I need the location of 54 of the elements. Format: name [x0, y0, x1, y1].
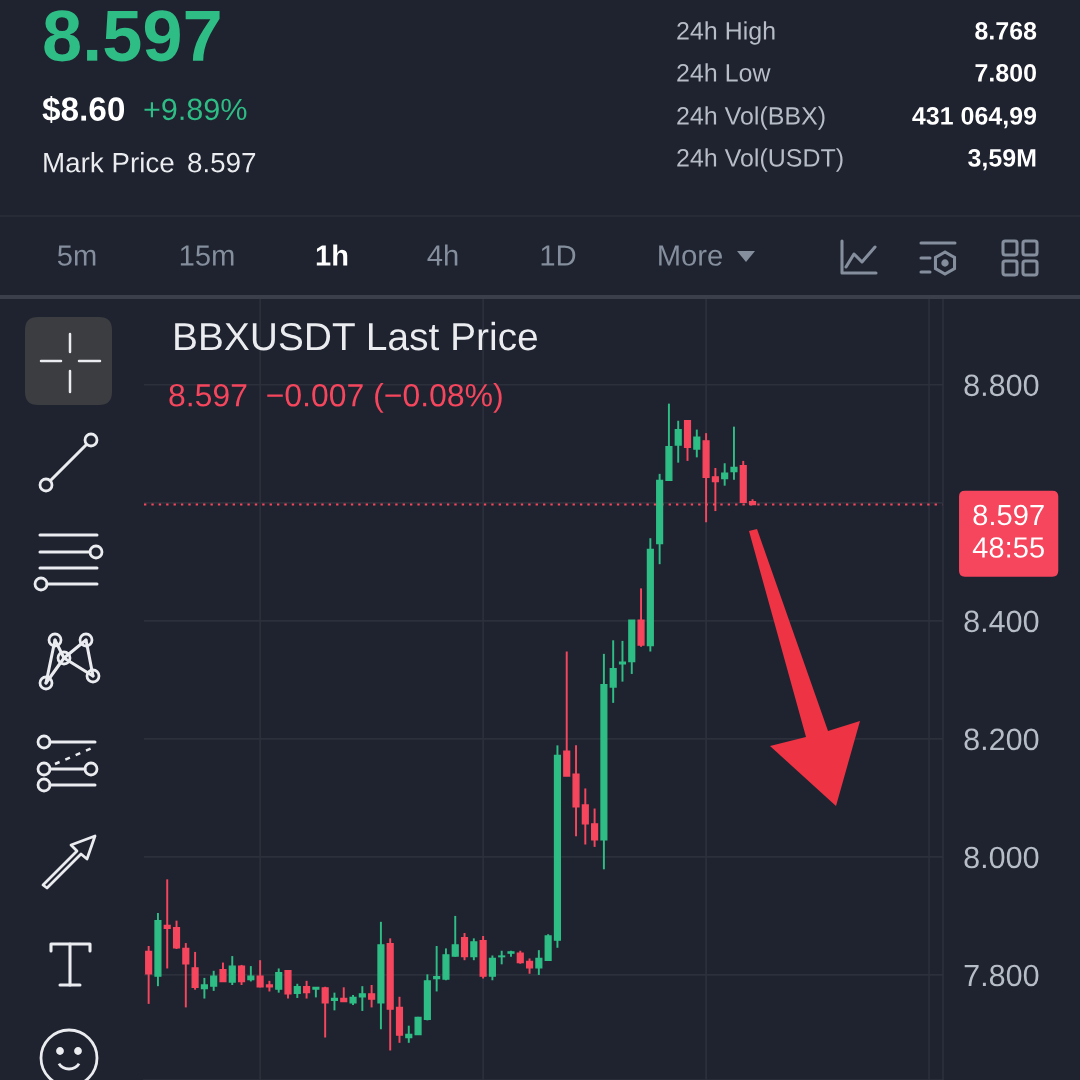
text: 5m	[57, 245, 96, 266]
candlestick	[200, 976, 208, 1000]
candlestick	[535, 949, 543, 976]
text: 4h	[427, 244, 458, 266]
text: More	[659, 245, 722, 266]
text: $8.60	[42, 95, 125, 124]
candlestick	[256, 959, 264, 989]
candlestick	[674, 419, 682, 464]
candlestick	[451, 914, 459, 958]
candlestick	[145, 945, 153, 1005]
candlestick	[470, 937, 478, 962]
y-tick-label: 8.200	[964, 728, 1039, 751]
text: 24h Vol(BBX)	[677, 106, 825, 130]
text: 8.768	[975, 22, 1037, 40]
candlestick	[460, 932, 469, 962]
candlestick	[618, 639, 627, 683]
candlestick	[210, 969, 218, 992]
text: 24h High	[677, 21, 775, 45]
text: 24h Vol(USDT)	[677, 148, 843, 172]
candlestick	[581, 787, 589, 846]
y-tick-label: 8.400	[964, 610, 1039, 633]
text: 15m	[180, 245, 234, 266]
candlestick	[693, 428, 701, 459]
candlestick	[358, 985, 366, 1012]
candlestick	[721, 462, 729, 487]
text: Mark Price	[44, 152, 174, 173]
text: 3,59M	[968, 149, 1036, 171]
y-tick-label: 7.800	[964, 964, 1039, 987]
text: 8.597 −0.007 (−0.08%)	[169, 383, 502, 413]
ref-line-label: 8.597 48:55	[972, 504, 1044, 558]
text: 431 064,99	[912, 107, 1037, 129]
candlestick	[488, 954, 496, 982]
text: 24h Low	[677, 63, 771, 82]
candlestick	[163, 878, 171, 970]
candlestick	[591, 807, 599, 848]
candlestick	[321, 985, 329, 1039]
text: 1D	[541, 245, 576, 266]
text: 8.597	[44, 10, 220, 62]
candlestick	[172, 919, 181, 950]
candlestick	[275, 967, 283, 994]
candlestick	[228, 955, 236, 986]
candlestick	[730, 425, 738, 481]
candlestick	[182, 942, 190, 1009]
candlestick	[191, 950, 199, 991]
text: 1h	[316, 244, 348, 266]
text: +9.89%	[144, 98, 247, 121]
candlestick	[609, 639, 617, 704]
y-tick-label: 8.000	[964, 846, 1039, 869]
candlestick	[284, 969, 292, 1000]
chart-title: BBXUSDT Last Price	[175, 321, 537, 351]
text: 8.597	[188, 152, 256, 173]
y-tick-label: 8.800	[964, 374, 1039, 397]
candlestick	[368, 984, 376, 1009]
candlestick	[433, 945, 441, 993]
